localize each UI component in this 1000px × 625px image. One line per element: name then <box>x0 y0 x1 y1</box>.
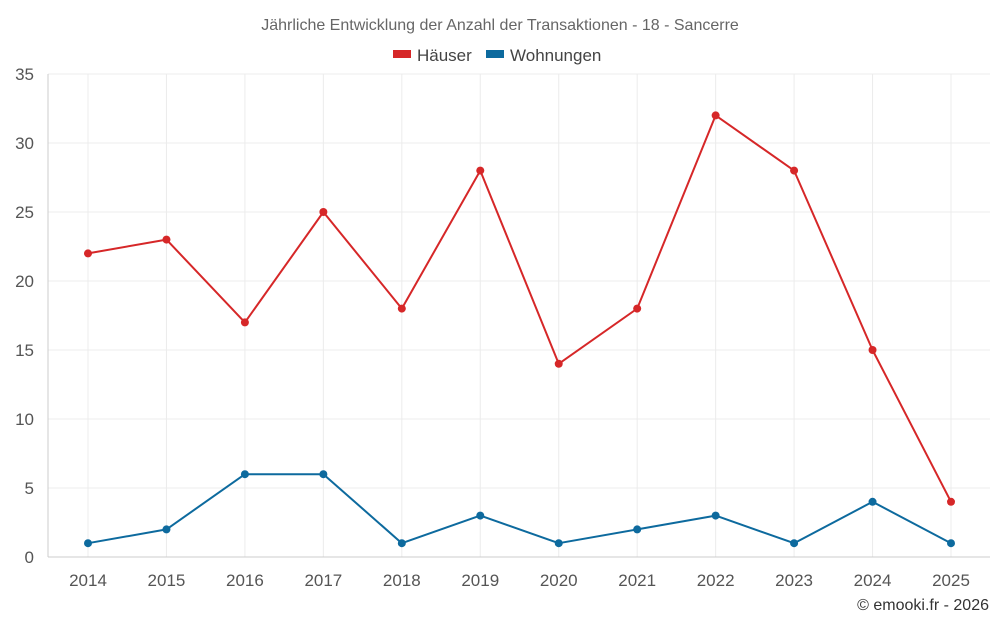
data-point-1-2016[interactable] <box>240 470 249 479</box>
data-point-1-2025[interactable] <box>947 539 955 548</box>
series-line-1 <box>87 473 952 545</box>
series-layer <box>84 111 955 548</box>
legend-label-wohnungen[interactable]: Wohnungen <box>510 46 601 65</box>
y-tick-label: 35 <box>15 65 34 84</box>
y-tick-label: 15 <box>15 341 34 360</box>
data-point-1-2015[interactable] <box>162 525 171 534</box>
data-point-0-2017[interactable] <box>319 208 328 216</box>
chart-title: Jährliche Entwicklung der Anzahl der Tra… <box>261 17 739 34</box>
legend: Häuser Wohnungen <box>393 46 601 65</box>
y-tick-label: 0 <box>25 548 34 567</box>
data-point-0-2024[interactable] <box>868 346 877 354</box>
series-line-0 <box>87 114 952 503</box>
x-tick-label: 2025 <box>932 571 970 590</box>
data-point-1-2017[interactable] <box>319 470 328 479</box>
legend-swatch-haeuser <box>393 50 411 58</box>
x-tick-label: 2022 <box>697 571 735 590</box>
data-point-1-2014[interactable] <box>84 539 92 548</box>
data-point-1-2021[interactable] <box>633 525 642 534</box>
y-tick-label: 5 <box>25 479 34 498</box>
x-tick-label: 2017 <box>304 571 342 590</box>
grid <box>48 73 990 557</box>
data-point-0-2016[interactable] <box>240 318 249 327</box>
data-point-0-2015[interactable] <box>162 235 171 244</box>
legend-swatch-wohnungen <box>486 50 504 58</box>
data-point-1-2020[interactable] <box>554 539 563 548</box>
data-point-1-2024[interactable] <box>868 497 877 506</box>
y-tick-label: 30 <box>15 134 34 153</box>
y-tick-label: 25 <box>15 203 34 222</box>
data-point-0-2022[interactable] <box>711 111 720 120</box>
x-tick-label: 2024 <box>854 571 892 590</box>
x-tick-label: 2015 <box>148 571 186 590</box>
data-point-1-2019[interactable] <box>476 511 485 520</box>
data-point-0-2021[interactable] <box>633 304 642 313</box>
x-tick-label: 2019 <box>461 571 499 590</box>
x-tick-label: 2014 <box>69 571 107 590</box>
data-point-0-2020[interactable] <box>554 359 563 368</box>
x-tick-label: 2018 <box>383 571 421 590</box>
data-point-0-2018[interactable] <box>397 304 406 313</box>
data-point-1-2022[interactable] <box>711 511 720 520</box>
data-point-1-2018[interactable] <box>397 539 406 548</box>
data-point-0-2025[interactable] <box>947 497 955 506</box>
y-tick-label: 10 <box>15 410 34 429</box>
data-point-0-2014[interactable] <box>84 249 92 258</box>
x-tick-label: 2021 <box>618 571 656 590</box>
x-tick-label: 2020 <box>540 571 578 590</box>
x-tick-label: 2023 <box>775 571 813 590</box>
data-point-0-2019[interactable] <box>476 166 485 175</box>
y-tick-label: 20 <box>15 272 34 291</box>
data-point-0-2023[interactable] <box>790 166 799 175</box>
credit: © emooki.fr - 2026 <box>857 597 989 614</box>
data-point-1-2023[interactable] <box>790 539 799 548</box>
x-tick-label: 2016 <box>226 571 264 590</box>
legend-label-haeuser[interactable]: Häuser <box>417 46 472 65</box>
